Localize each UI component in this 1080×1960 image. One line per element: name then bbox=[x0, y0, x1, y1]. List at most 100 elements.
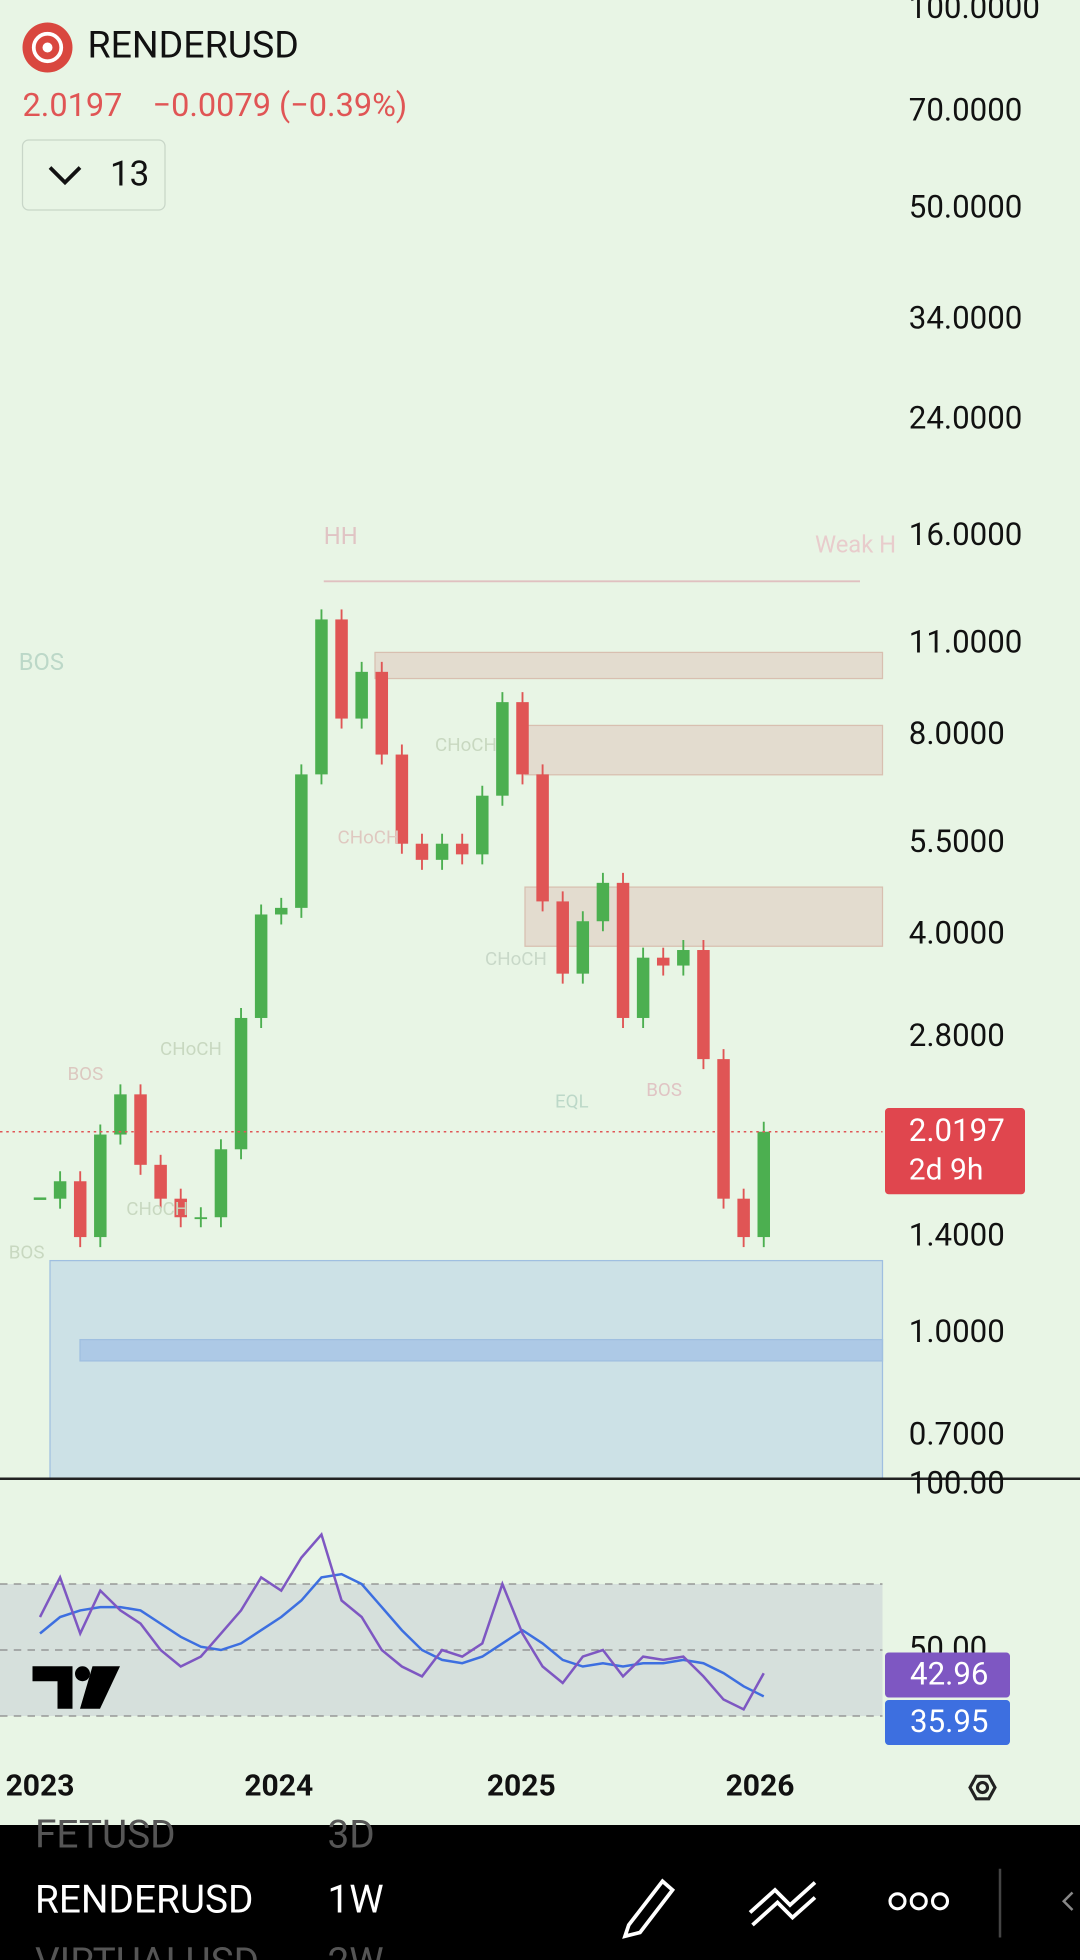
y-tick-label: 5.5000 bbox=[909, 823, 1005, 860]
candle bbox=[53, 1181, 67, 1199]
candle bbox=[114, 1094, 127, 1135]
candle bbox=[757, 1131, 770, 1238]
y-tick-label: 11.0000 bbox=[909, 624, 1023, 661]
smc-annotation: CHoCH bbox=[435, 734, 497, 756]
y-tick-label: 1.4000 bbox=[909, 1216, 1005, 1253]
x-tick-label: 2025 bbox=[487, 1768, 556, 1803]
candle bbox=[214, 1149, 228, 1218]
candle bbox=[275, 907, 288, 915]
y-tick-label: 24.0000 bbox=[909, 399, 1023, 436]
x-tick-label: 2026 bbox=[726, 1768, 795, 1803]
candle bbox=[737, 1198, 750, 1238]
signal-badge bbox=[885, 1700, 1010, 1745]
y-tick-label: 2.8000 bbox=[909, 1017, 1005, 1054]
watchlist-symbol[interactable]: FETUSD bbox=[35, 1813, 176, 1858]
candle bbox=[496, 702, 509, 796]
candle bbox=[536, 774, 549, 902]
rsi-badge-label: 42.96 bbox=[910, 1656, 989, 1693]
candle bbox=[94, 1134, 107, 1238]
candle bbox=[134, 1094, 147, 1165]
rsi-line bbox=[38, 1531, 765, 1712]
symbol-name[interactable]: RENDERUSD bbox=[88, 23, 299, 67]
watchlist-interval[interactable]: 2W bbox=[328, 1940, 384, 1960]
smc-annotation: CHoCH bbox=[160, 1038, 222, 1060]
candle bbox=[476, 795, 489, 855]
candle bbox=[576, 921, 590, 974]
y-tick-label: 16.0000 bbox=[909, 516, 1023, 553]
symbol-logo-ring bbox=[31, 31, 64, 64]
candle bbox=[254, 914, 268, 1018]
candle bbox=[616, 882, 630, 1018]
candle bbox=[596, 882, 610, 922]
candle bbox=[636, 957, 650, 1018]
smc-annotation: CHoCH bbox=[485, 948, 547, 970]
indicators-count: 13 bbox=[110, 154, 149, 195]
countdown: 2d 9h bbox=[909, 1153, 984, 1188]
symbol-logo-dot bbox=[42, 42, 53, 53]
tv-logo bbox=[32, 1666, 120, 1709]
y-tick-label: 50.0000 bbox=[909, 188, 1023, 225]
indicators-toggle[interactable] bbox=[21, 139, 166, 211]
candle bbox=[33, 1197, 47, 1200]
candle bbox=[315, 619, 328, 775]
rsi-badge bbox=[885, 1652, 1010, 1698]
candle bbox=[234, 1017, 248, 1150]
smc-annotation: BOS bbox=[9, 1242, 45, 1264]
smc-annotation: CHoCH bbox=[126, 1198, 188, 1220]
collapse-button[interactable] bbox=[1061, 1891, 1074, 1911]
demand-zone bbox=[49, 1259, 884, 1480]
draw-button[interactable] bbox=[622, 1878, 676, 1939]
y-tick-label: 100.0000 bbox=[909, 0, 1040, 26]
candle bbox=[556, 901, 569, 974]
supply-zone bbox=[524, 724, 884, 776]
watchlist-symbol[interactable]: RENDERUSD bbox=[35, 1878, 253, 1923]
y-tick-label: 8.0000 bbox=[909, 715, 1005, 752]
signal-badge-label: 35.95 bbox=[910, 1703, 989, 1740]
smc-annotation: HH bbox=[324, 522, 358, 550]
chevron-icon bbox=[48, 166, 82, 186]
rsi-tick-label: 100.00 bbox=[909, 1464, 1005, 1501]
supply-zone bbox=[374, 651, 884, 680]
candle bbox=[375, 671, 389, 755]
bottom-bar bbox=[0, 1825, 1080, 1960]
smc-annotation: Weak H bbox=[815, 531, 896, 559]
settings-icon-center bbox=[975, 1780, 990, 1795]
y-tick-label: 34.0000 bbox=[909, 299, 1023, 336]
x-tick-label: 2023 bbox=[6, 1768, 75, 1803]
watchlist-interval[interactable]: 3D bbox=[328, 1813, 375, 1858]
y-tick-label: 4.0000 bbox=[909, 915, 1005, 952]
smc-annotation: BOS bbox=[68, 1063, 104, 1085]
candle bbox=[455, 843, 469, 855]
demand-zone bbox=[79, 1338, 884, 1362]
candle bbox=[717, 1059, 730, 1199]
candle bbox=[194, 1217, 208, 1220]
more-button[interactable] bbox=[888, 1892, 950, 1911]
watchlist-interval[interactable]: 1W bbox=[328, 1878, 384, 1923]
candle bbox=[73, 1181, 87, 1238]
candle bbox=[295, 774, 308, 908]
smc-annotation: BOS bbox=[646, 1079, 682, 1101]
candle bbox=[154, 1164, 167, 1199]
candle bbox=[395, 754, 409, 844]
price-change: −0.0079 (−0.39%) bbox=[153, 86, 408, 124]
current-price-label: 2.0197 bbox=[909, 1112, 1005, 1149]
candle bbox=[174, 1198, 187, 1218]
current-price-badge bbox=[885, 1107, 1025, 1195]
candle bbox=[677, 950, 690, 966]
candle bbox=[415, 843, 429, 860]
candle bbox=[656, 957, 670, 966]
y-tick-label: 0.7000 bbox=[909, 1416, 1005, 1453]
trendline-button[interactable] bbox=[748, 1881, 817, 1927]
last-price: 2.0197 bbox=[23, 86, 123, 124]
candle bbox=[697, 950, 710, 1060]
smc-annotation: EQL bbox=[555, 1090, 589, 1112]
rsi-signal-line bbox=[39, 1572, 765, 1698]
settings-button[interactable] bbox=[968, 1774, 997, 1801]
smc-annotation: BOS bbox=[19, 648, 64, 676]
candle bbox=[435, 843, 449, 860]
y-tick-label: 1.0000 bbox=[909, 1313, 1005, 1350]
y-tick-label: 70.0000 bbox=[909, 92, 1023, 129]
watchlist-symbol[interactable]: VIRTUALUSD bbox=[35, 1940, 259, 1960]
x-tick-label: 2024 bbox=[244, 1768, 313, 1803]
